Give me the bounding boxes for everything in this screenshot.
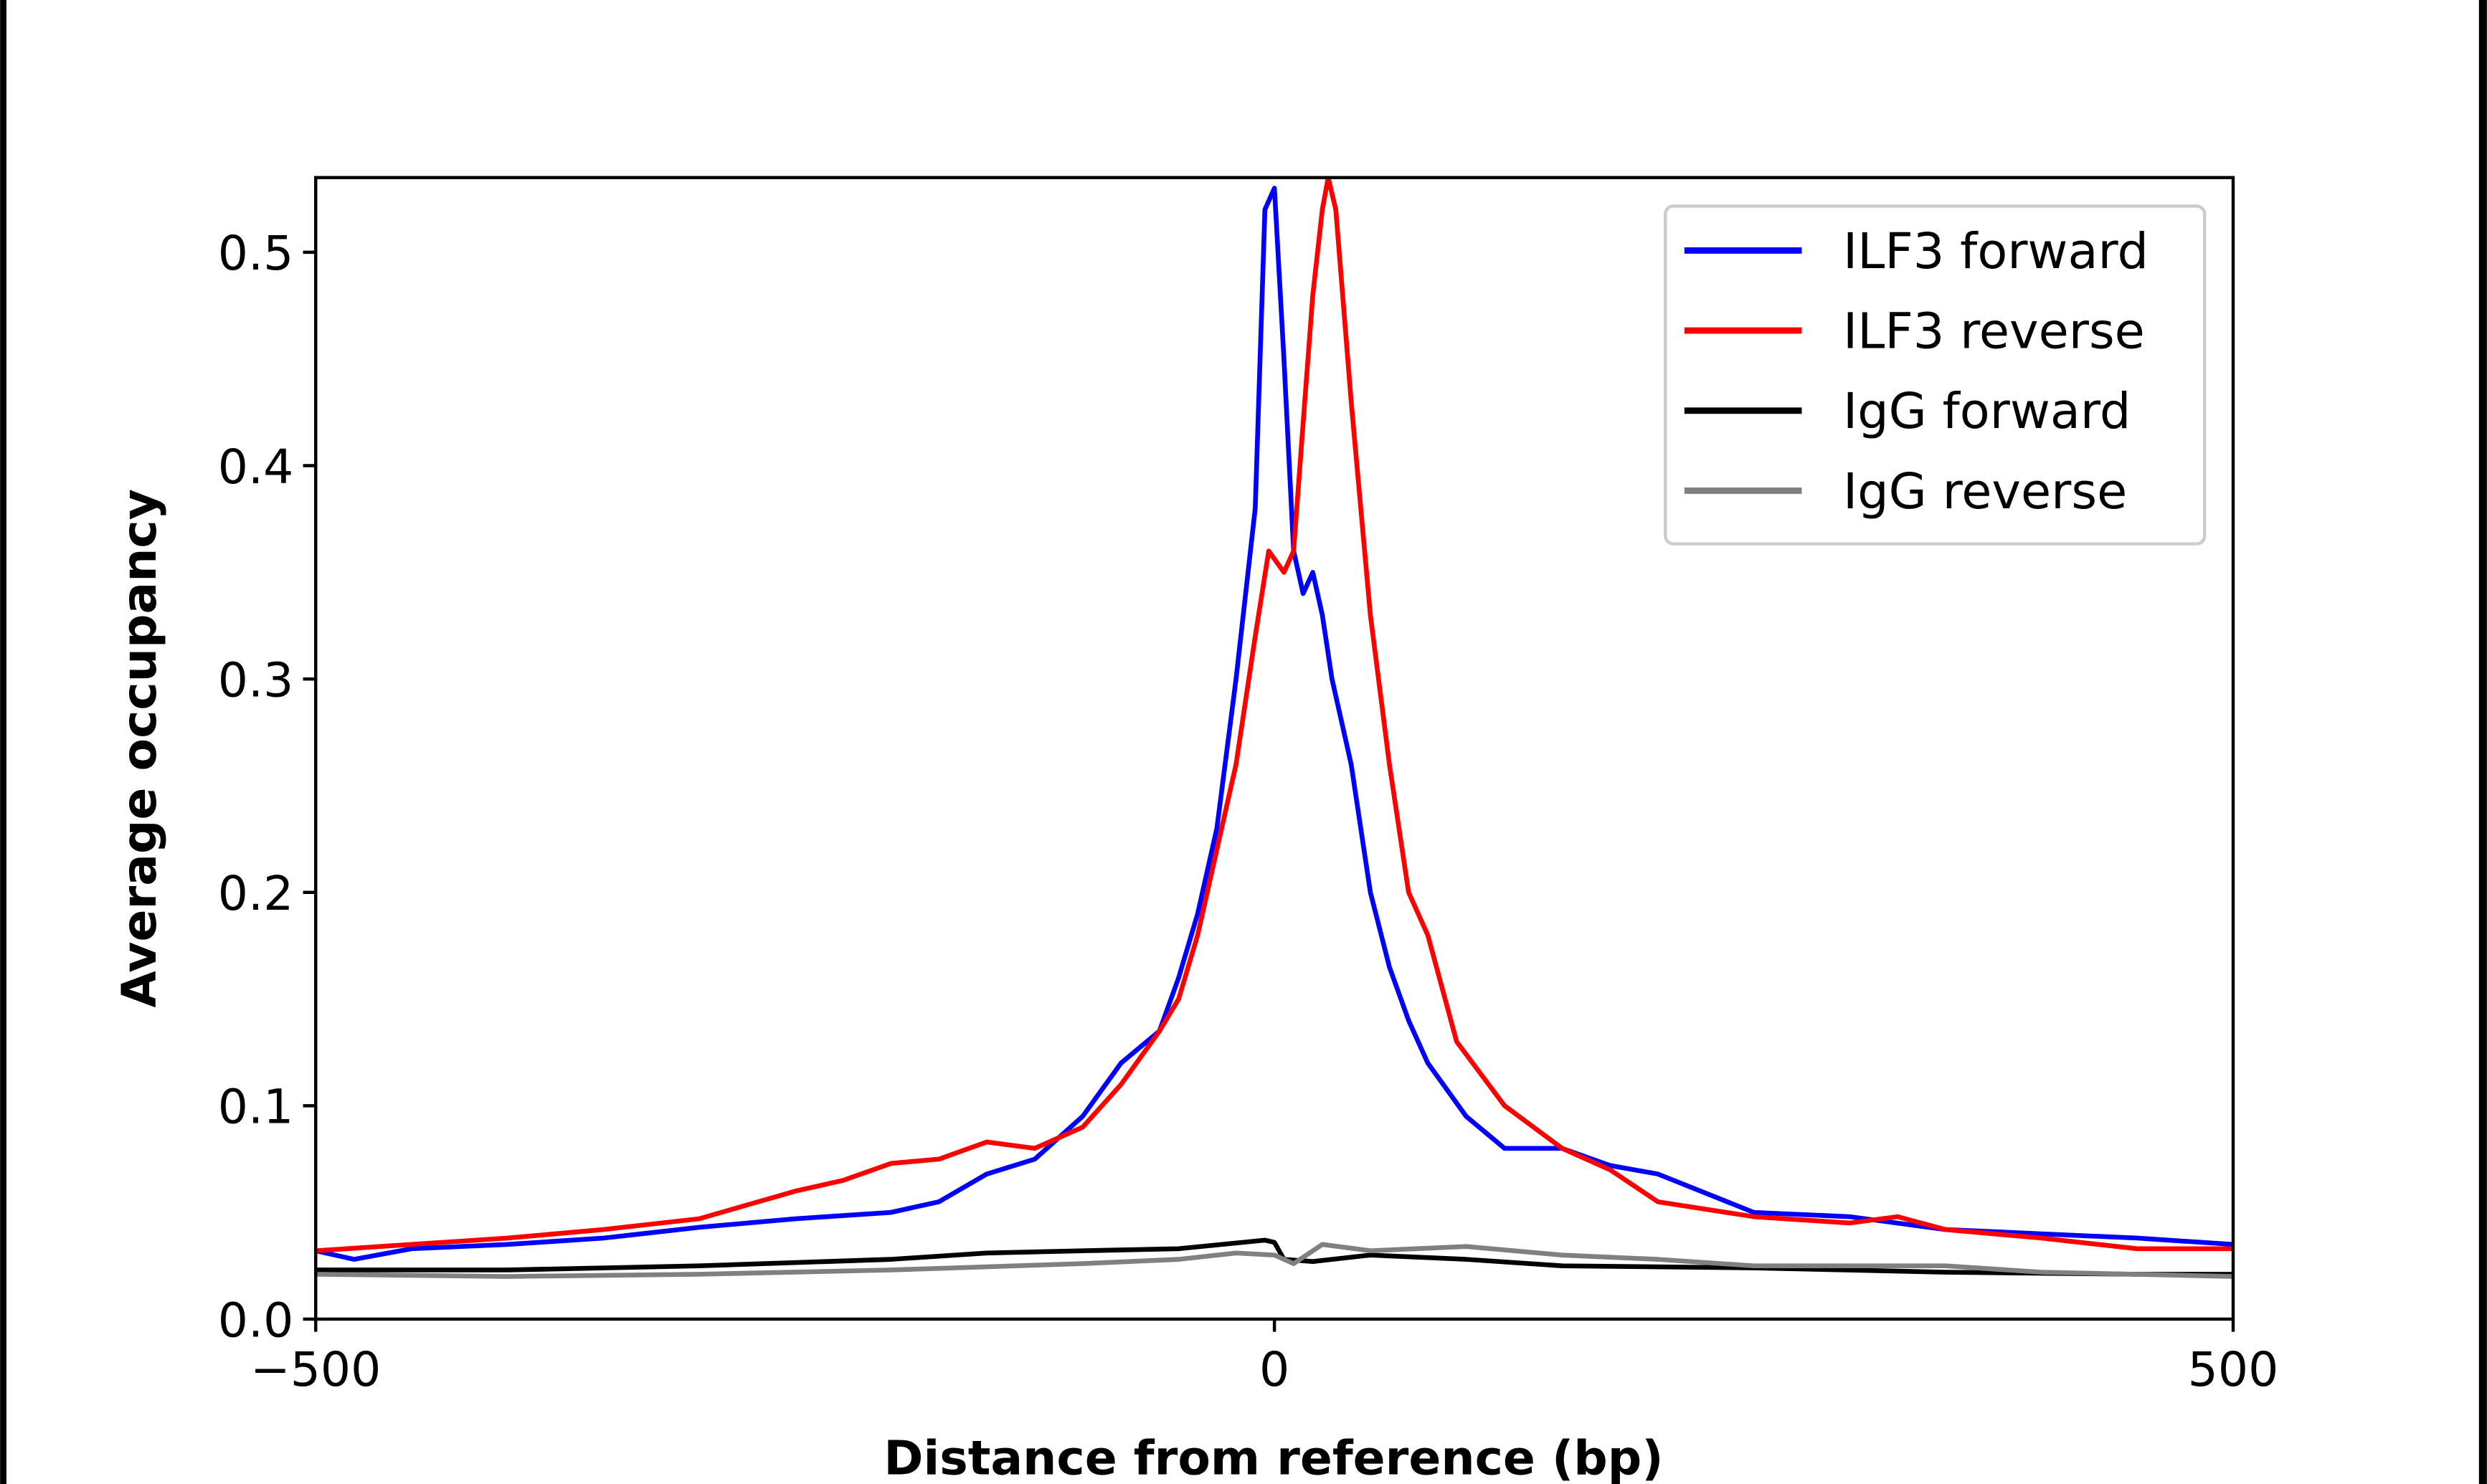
x-axis-label: Distance from reference (bp): [884, 1430, 1663, 1484]
x-tick-label: −500: [250, 1341, 381, 1397]
y-tick-label: 0.2: [218, 865, 293, 921]
legend-box: [1664, 204, 2207, 546]
x-tick-label: 500: [2188, 1341, 2279, 1397]
legend-label-igg-forward: IgG forward: [1843, 383, 2131, 440]
x-axis-ticks: −500 0 500: [250, 1319, 2278, 1397]
series-line-igg-reverse: [316, 1242, 2234, 1279]
y-axis-ticks: 0.0 0.1 0.2 0.3 0.4 0.5: [218, 225, 316, 1348]
series-line-igg-forward: [316, 1237, 2234, 1277]
left-border-bar: [0, 0, 7, 1484]
y-tick-label: 0.1: [218, 1079, 293, 1135]
y-tick-label: 0.3: [218, 652, 293, 708]
series-line-ilf3-forward: [316, 186, 2234, 1262]
y-tick-label: 0.4: [218, 439, 293, 495]
legend-label-ilf3-reverse: ILF3 reverse: [1843, 303, 2145, 360]
legend: ILF3 forward ILF3 reverse IgG forward IgG r…: [1664, 204, 2207, 546]
legend-label-igg-reverse: IgG reverse: [1843, 463, 2127, 520]
series-lines: [316, 177, 2234, 1279]
y-axis-label: Average occupancy: [111, 489, 167, 1008]
y-tick-label: 0.5: [218, 225, 293, 281]
y-tick-label: 0.0: [218, 1292, 293, 1348]
series-line-ilf3-reverse: [316, 177, 2234, 1253]
legend-label-ilf3-forward: ILF3 forward: [1843, 223, 2149, 280]
x-tick-label: 0: [1259, 1341, 1289, 1397]
right-border-bar: [2478, 0, 2487, 1484]
